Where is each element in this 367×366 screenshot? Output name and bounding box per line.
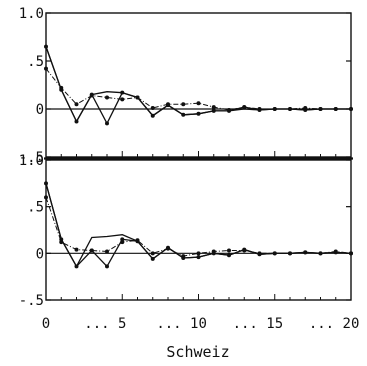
series-point-3 [105,121,109,126]
series-point-3 [196,255,201,260]
series-point-3 [74,264,79,269]
top-panel: -.5 0 .5 1.0 [19,6,353,166]
series-point-3 [242,247,247,252]
series-point-2 [105,249,109,254]
series-point-3 [135,95,140,100]
series-point-3 [288,251,292,256]
series-point-3 [59,87,64,92]
series-point-3 [227,253,231,258]
series-point-3 [89,92,94,97]
series-point-2 [105,95,109,100]
series-point-2 [150,251,155,256]
series-point-3 [59,237,64,242]
series-point-3 [74,119,79,124]
series-point-2 [196,101,201,106]
y-tick-label: 0 [36,102,44,118]
series-point-3 [349,107,353,111]
series-point-3 [166,245,170,250]
bottom-panel: -.5 0 .5 1.0 0 ... 5 ... 10 ... 15 ... 20 [19,153,360,332]
series-point-3 [227,108,231,113]
series-point-3 [288,107,292,111]
series-point-3 [349,251,353,256]
series-point-3 [120,237,125,242]
series-point-3 [166,103,170,108]
series-point-3 [120,90,125,95]
series-point-2 [44,195,48,200]
series-point-3 [257,107,262,112]
series-point-3 [105,264,109,269]
x-tick-label: ... 10 [156,316,207,332]
series-point-2 [150,106,155,111]
series-point-3 [318,251,323,256]
series-point-3 [211,251,216,256]
y-tick-label: .5 [27,54,44,70]
series-point-3 [181,256,186,260]
series-point-2 [211,105,216,110]
series-point-2 [196,251,201,256]
series-point-3 [333,250,338,255]
series-point-3 [150,113,155,118]
y-tick-label: -.5 [19,293,44,309]
series-point-3 [257,252,262,257]
series-line-2 [45,197,352,257]
series-point-3 [44,44,48,49]
y-tick-label: .5 [27,200,44,216]
figure-caption: Schweiz [166,343,229,361]
series-point-3 [196,111,201,116]
series-point-2 [120,97,125,102]
series-point-3 [89,248,94,253]
series-point-3 [272,251,277,256]
series-point-2 [44,66,48,71]
series-point-3 [303,107,308,112]
y-tick-label: -.5 [19,150,44,166]
series-point-3 [242,105,247,110]
series-point-2 [74,102,79,107]
plot-frame [45,12,352,158]
series-point-3 [181,112,186,117]
series-point-3 [272,107,277,111]
x-tick-label: ... 5 [84,316,126,332]
x-tick-label: ... 20 [309,316,360,332]
y-tick-label: 0 [36,246,44,262]
x-tick-label: ... 15 [233,316,284,332]
y-tick-label: 1.0 [19,6,44,22]
series-point-3 [135,239,140,244]
series-point-3 [318,107,323,111]
series-point-2 [227,248,231,253]
series-point-3 [44,181,48,186]
plot-frame [45,159,352,301]
series-point-3 [303,250,308,255]
x-tick-label: 0 [42,316,50,332]
series-point-2 [74,247,79,252]
series-point-2 [181,102,186,107]
series-point-3 [150,256,155,261]
series-point-3 [211,108,216,113]
y-tick-label: 1.0 [19,153,44,169]
series-point-3 [333,107,338,111]
